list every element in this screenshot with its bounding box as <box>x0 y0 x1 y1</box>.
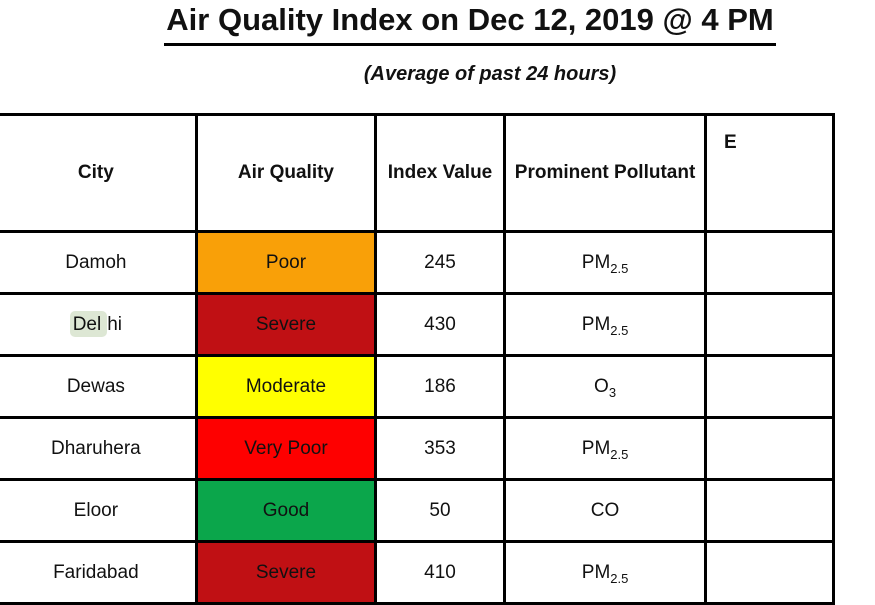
city-cell: Del hi <box>0 292 199 357</box>
table-row-faridabad: Faridabad Severe 410 PM2.5 <box>0 540 835 605</box>
air-quality-cell: Good <box>195 478 377 543</box>
table-row-damoh: Damoh Poor 245 PM2.5 <box>0 230 835 295</box>
table-row-dharuhera: Dharuhera Very Poor 353 PM2.5 <box>0 416 835 481</box>
table-row-eloor: Eloor Good 50 CO <box>0 478 835 543</box>
pollutant-base: CO <box>590 499 620 521</box>
city-cell: Damoh <box>0 230 199 295</box>
air-quality-cell: Moderate <box>195 354 377 419</box>
city-cell: Eloor <box>0 478 199 543</box>
col-header-partial-right: E <box>704 113 835 233</box>
air-quality-cell: Poor <box>195 230 377 295</box>
index-value-cell: 50 <box>373 478 507 543</box>
partial-right-cell <box>704 354 835 419</box>
partial-right-cell <box>704 416 835 481</box>
pollutant-subscript: 2.5 <box>610 570 629 586</box>
city-cell: Faridabad <box>0 540 199 605</box>
index-value-cell: 410 <box>373 540 507 605</box>
partial-right-cell <box>704 292 835 357</box>
index-value-cell: 245 <box>373 230 507 295</box>
partial-right-cell <box>704 230 835 295</box>
air-quality-cell: Severe <box>195 292 377 357</box>
pollutant-cell: PM2.5 <box>503 540 708 605</box>
pollutant-subscript: 2.5 <box>610 322 629 338</box>
pollutant-cell: PM2.5 <box>503 416 708 481</box>
aqi-table: City Air Quality Index Value Prominent P… <box>0 113 835 605</box>
pollutant-subscript: 2.5 <box>610 446 629 462</box>
pollutant-subscript: 3 <box>608 384 617 400</box>
page-subtitle: (Average of past 24 hours) <box>363 63 617 85</box>
pollutant-base: PM <box>581 561 611 583</box>
table-row-delhi: Del hi Severe 430 PM2.5 <box>0 292 835 357</box>
pollutant-base: O <box>594 375 609 397</box>
pollutant-cell: O3 <box>503 354 708 419</box>
pollutant-base: PM <box>581 437 611 459</box>
pollutant-cell: CO <box>503 478 708 543</box>
header-row: City Air Quality Index Value Prominent P… <box>0 113 835 233</box>
pollutant-subscript: 2.5 <box>610 260 629 276</box>
partial-right-cell <box>704 540 835 605</box>
col-header-city: City <box>0 113 199 233</box>
index-value-cell: 186 <box>373 354 507 419</box>
table-row-dewas: Dewas Moderate 186 O3 <box>0 354 835 419</box>
page-title: Air Quality Index on Dec 12, 2019 @ 4 PM <box>164 2 776 46</box>
city-cell: Dewas <box>0 354 199 419</box>
pollutant-base: PM <box>581 251 611 273</box>
col-header-air-quality: Air Quality <box>195 113 377 233</box>
col-header-prominent-pollutant: Prominent Pollutant <box>503 113 708 233</box>
col-header-index-value: Index Value <box>373 113 507 233</box>
pollutant-cell: PM2.5 <box>503 230 708 295</box>
pollutant-cell: PM2.5 <box>503 292 708 357</box>
partial-right-cell <box>704 478 835 543</box>
title-block: Air Quality Index on Dec 12, 2019 @ 4 PM <box>0 2 875 46</box>
index-value-cell: 430 <box>373 292 507 357</box>
subtitle-block: (Average of past 24 hours) <box>0 63 875 86</box>
air-quality-cell: Severe <box>195 540 377 605</box>
search-highlight: Del <box>69 310 108 337</box>
index-value-cell: 353 <box>373 416 507 481</box>
air-quality-cell: Very Poor <box>195 416 377 481</box>
pollutant-base: PM <box>581 313 611 335</box>
city-rest: hi <box>107 313 123 335</box>
city-cell: Dharuhera <box>0 416 199 481</box>
